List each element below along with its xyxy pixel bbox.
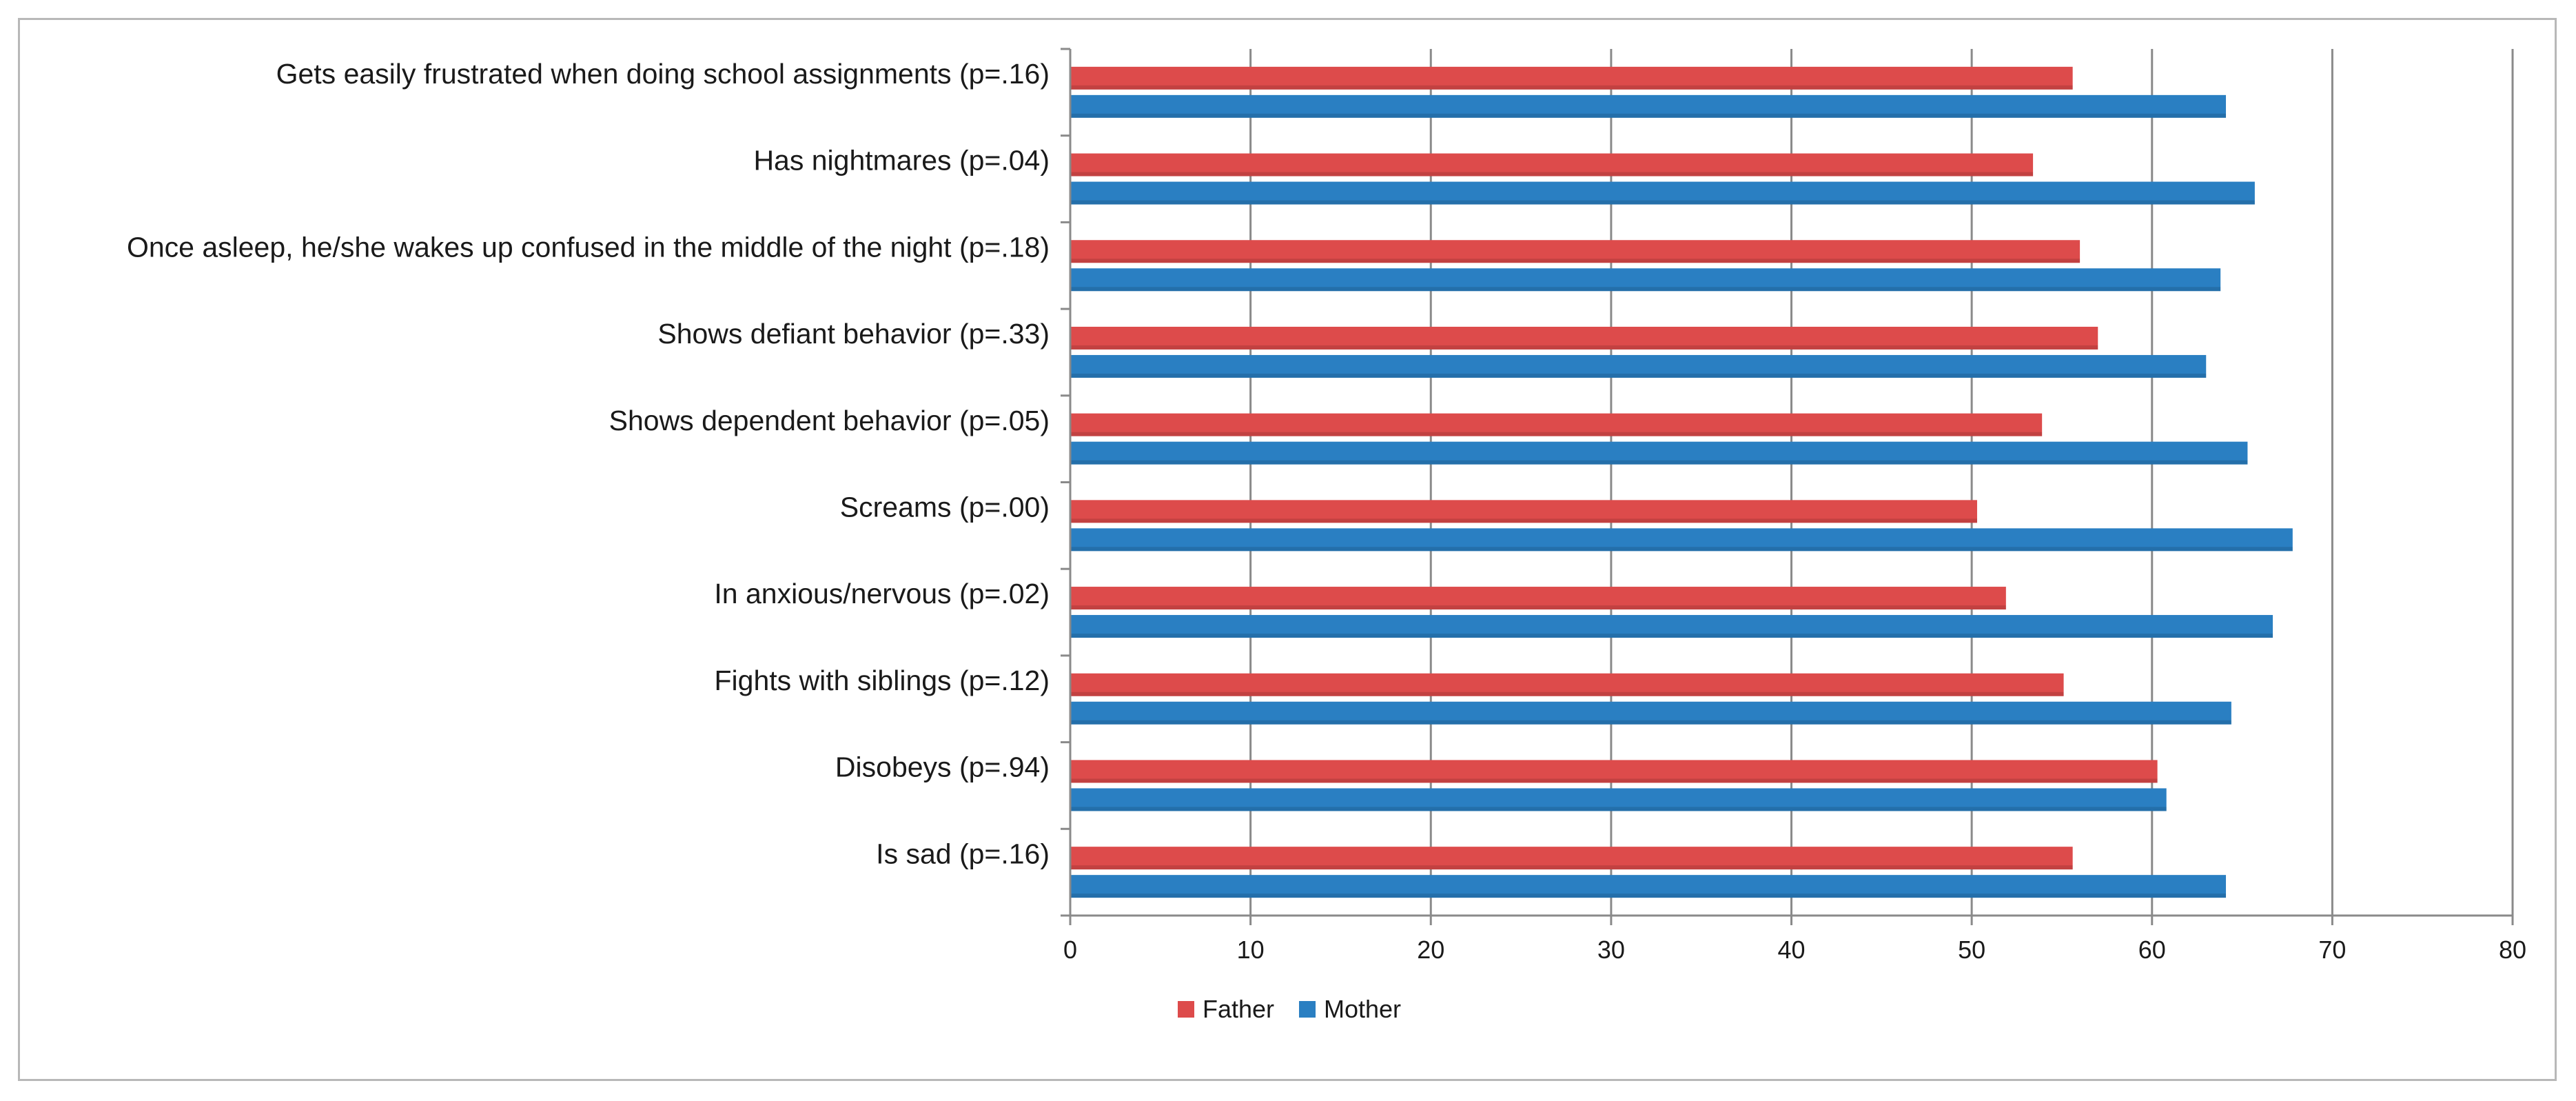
bar-mother-is-sad xyxy=(1070,875,2227,898)
bar-mother-once-asleep-he-she-wakes-up-confused-in-the-middle-of-the-night xyxy=(1070,268,2221,292)
x-tick-label-30: 30 xyxy=(1597,936,1625,964)
bar-father-screams xyxy=(1070,500,1977,523)
bar-shade-mother-screams xyxy=(1070,547,2293,552)
bar-father-has-nightmares xyxy=(1070,153,2034,176)
legend-swatch-father xyxy=(1178,1001,1194,1018)
legend-label-father: Father xyxy=(1203,995,1274,1023)
bar-chart: Gets easily frustrated when doing school… xyxy=(127,48,2526,1023)
grid-layer xyxy=(1249,49,2514,916)
category-label-has-nightmares: Has nightmares (p=.04) xyxy=(753,145,1050,176)
category-label-gets-easily-frustrated-when-doing-school-assignments: Gets easily frustrated when doing school… xyxy=(276,58,1050,90)
x-tick-label-50: 50 xyxy=(1958,936,1985,964)
bar-shade-father-disobeys xyxy=(1070,778,2158,783)
category-label-shows-defiant-behavior: Shows defiant behavior (p=.33) xyxy=(657,318,1050,350)
bar-shade-mother-shows-dependent-behavior xyxy=(1070,460,2248,465)
bar-shade-mother-in-anxious-nervous xyxy=(1070,634,2273,638)
bar-shade-mother-disobeys xyxy=(1070,807,2167,811)
category-label-layer: Gets easily frustrated when doing school… xyxy=(127,58,1050,869)
bar-father-disobeys xyxy=(1070,760,2158,783)
x-tick-label-20: 20 xyxy=(1417,936,1444,964)
bar-shade-father-shows-dependent-behavior xyxy=(1070,432,2043,436)
bar-shade-mother-gets-easily-frustrated-when-doing-school-assignments xyxy=(1070,113,2227,118)
category-label-disobeys: Disobeys (p=.94) xyxy=(835,751,1050,783)
x-tick-label-80: 80 xyxy=(2499,936,2526,964)
legend-swatch-mother xyxy=(1299,1001,1316,1018)
bar-mother-has-nightmares xyxy=(1070,181,2255,205)
bar-mother-gets-easily-frustrated-when-doing-school-assignments xyxy=(1070,94,2227,118)
bar-shade-mother-fights-with-siblings xyxy=(1070,720,2231,725)
bar-mother-disobeys xyxy=(1070,788,2167,811)
bar-father-is-sad xyxy=(1070,847,2073,870)
axis-layer xyxy=(1061,48,2514,925)
category-label-once-asleep-he-she-wakes-up-confused-in-the-middle-of-the-night: Once asleep, he/she wakes up confused in… xyxy=(127,231,1050,263)
chart-frame: Gets easily frustrated when doing school… xyxy=(18,18,2557,1081)
bar-shade-mother-is-sad xyxy=(1070,893,2227,898)
bar-mother-shows-defiant-behavior xyxy=(1070,354,2207,378)
bar-mother-fights-with-siblings xyxy=(1070,701,2231,725)
x-tick-label-40: 40 xyxy=(1777,936,1805,964)
x-tick-label-10: 10 xyxy=(1237,936,1265,964)
bar-shade-mother-once-asleep-he-she-wakes-up-confused-in-the-middle-of-the-night xyxy=(1070,287,2221,292)
bar-shade-father-fights-with-siblings xyxy=(1070,691,2064,696)
bar-shade-father-shows-defiant-behavior xyxy=(1070,345,2098,350)
bar-shade-father-once-asleep-he-she-wakes-up-confused-in-the-middle-of-the-night xyxy=(1070,259,2081,263)
bar-shade-father-has-nightmares xyxy=(1070,172,2034,176)
category-label-in-anxious-nervous: In anxious/nervous (p=.02) xyxy=(714,578,1050,609)
x-tick-label-0: 0 xyxy=(1063,936,1077,964)
bar-shade-father-is-sad xyxy=(1070,865,2073,870)
bar-father-shows-dependent-behavior xyxy=(1070,413,2043,436)
legend-label-mother: Mother xyxy=(1324,995,1401,1023)
bar-father-gets-easily-frustrated-when-doing-school-assignments xyxy=(1070,66,2073,90)
bar-shade-father-in-anxious-nervous xyxy=(1070,605,2006,610)
category-label-shows-dependent-behavior: Shows dependent behavior (p=.05) xyxy=(609,405,1050,436)
category-label-fights-with-siblings: Fights with siblings (p=.12) xyxy=(714,665,1050,696)
bar-shade-father-screams xyxy=(1070,518,1977,523)
bar-shade-mother-shows-defiant-behavior xyxy=(1070,373,2207,378)
bar-father-in-anxious-nervous xyxy=(1070,587,2006,610)
bar-layer xyxy=(1070,66,2293,898)
legend: Father Mother xyxy=(1178,995,1401,1023)
category-label-screams: Screams (p=.00) xyxy=(840,492,1050,523)
bar-father-once-asleep-he-she-wakes-up-confused-in-the-middle-of-the-night xyxy=(1070,240,2081,263)
category-label-is-sad: Is sad (p=.16) xyxy=(876,838,1050,869)
x-tick-label-60: 60 xyxy=(2138,936,2166,964)
bar-father-fights-with-siblings xyxy=(1070,673,2064,696)
bar-mother-in-anxious-nervous xyxy=(1070,615,2273,638)
x-tick-label-70: 70 xyxy=(2318,936,2346,964)
bar-father-shows-defiant-behavior xyxy=(1070,326,2098,350)
bar-shade-father-gets-easily-frustrated-when-doing-school-assignments xyxy=(1070,85,2073,90)
bar-mother-shows-dependent-behavior xyxy=(1070,441,2248,465)
bar-mother-screams xyxy=(1070,528,2293,552)
bar-shade-mother-has-nightmares xyxy=(1070,200,2255,205)
tick-label-layer: 0 10 20 30 40 50 60 70 80 xyxy=(1063,936,2526,964)
